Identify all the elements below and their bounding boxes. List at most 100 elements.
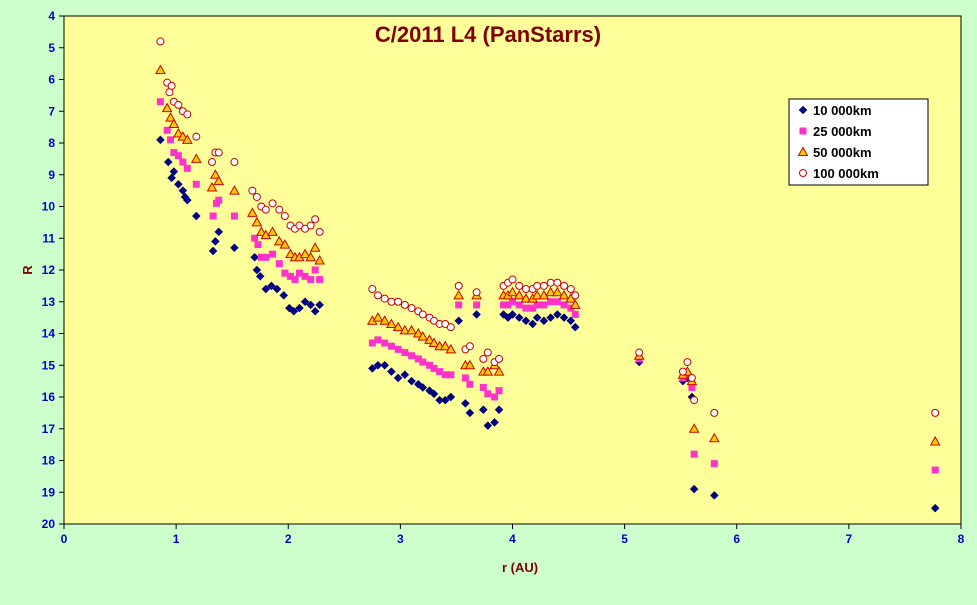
data-point	[454, 281, 463, 290]
data-point	[461, 374, 469, 382]
data-point	[295, 269, 303, 277]
data-point	[500, 301, 508, 309]
data-point	[553, 298, 561, 306]
data-point	[472, 288, 481, 297]
data-point	[417, 331, 429, 341]
data-point	[161, 102, 173, 113]
data-point	[545, 286, 556, 297]
data-point	[267, 281, 276, 291]
data-point	[441, 371, 449, 379]
data-point	[533, 301, 541, 309]
data-point	[254, 241, 262, 249]
data-point	[635, 348, 644, 357]
data-point	[174, 152, 182, 160]
x-tick-label: 2	[285, 532, 292, 546]
data-point	[440, 395, 450, 405]
legend-marker	[797, 146, 809, 156]
legend-marker	[799, 127, 807, 135]
data-point	[464, 359, 476, 370]
data-point	[168, 118, 180, 128]
data-point	[478, 405, 488, 415]
x-axis-title: r (AU)	[502, 560, 538, 575]
y-tick-label: 18	[42, 454, 56, 468]
y-tick-label: 13	[42, 295, 56, 309]
data-point	[479, 383, 487, 391]
data-point	[439, 340, 451, 351]
data-point	[173, 127, 184, 138]
y-tick-label: 20	[42, 517, 56, 531]
data-point	[267, 226, 278, 236]
data-point	[539, 316, 549, 326]
data-point	[566, 316, 576, 326]
y-tick-label: 9	[48, 168, 55, 182]
data-point	[301, 272, 309, 280]
data-point	[461, 398, 470, 408]
data-point	[521, 285, 530, 294]
data-point	[387, 297, 396, 306]
data-point	[368, 285, 377, 294]
data-point	[174, 179, 183, 189]
data-point	[393, 373, 403, 383]
data-point	[479, 354, 488, 363]
data-point	[929, 435, 941, 446]
data-point	[295, 303, 304, 313]
data-point	[690, 396, 699, 405]
data-point	[710, 460, 718, 468]
data-point	[446, 323, 455, 332]
data-point	[466, 380, 474, 388]
data-point	[484, 390, 492, 398]
data-point	[414, 355, 422, 363]
data-point	[208, 158, 217, 167]
y-tick-label: 6	[48, 73, 55, 87]
data-point	[285, 248, 296, 259]
data-point	[429, 389, 439, 399]
data-point	[208, 246, 218, 256]
data-point	[424, 334, 435, 344]
data-point	[255, 226, 267, 236]
x-tick-label: 1	[173, 532, 180, 546]
data-point	[387, 342, 395, 350]
data-point	[300, 297, 310, 307]
series-2	[155, 64, 941, 446]
data-point	[532, 313, 542, 322]
data-point	[211, 237, 220, 246]
x-tick-label: 5	[621, 532, 628, 546]
data-point	[379, 315, 391, 325]
data-point	[931, 408, 940, 417]
data-point	[931, 466, 939, 474]
data-point	[261, 205, 270, 214]
data-point	[174, 100, 183, 109]
data-point	[465, 408, 475, 418]
data-point	[306, 221, 315, 230]
data-point	[553, 278, 562, 287]
data-point	[261, 284, 271, 294]
data-point	[314, 254, 325, 265]
data-point	[250, 252, 259, 262]
data-point	[465, 342, 474, 351]
y-tick-label: 8	[48, 136, 55, 150]
y-tick-label: 11	[42, 231, 55, 245]
data-point	[163, 126, 171, 134]
data-point	[316, 276, 324, 284]
data-point	[394, 297, 403, 306]
data-point	[177, 131, 189, 141]
legend-box	[788, 98, 929, 186]
data-point	[257, 253, 265, 261]
data-point	[551, 286, 563, 297]
data-point	[210, 169, 221, 179]
data-point	[373, 360, 383, 370]
data-point	[930, 503, 940, 513]
y-tick-label: 16	[42, 390, 56, 404]
legend: 10 000km 25 000km 50 000km 100 000km	[788, 98, 929, 186]
data-point	[191, 211, 201, 221]
legend-marker	[799, 169, 807, 177]
data-point	[367, 364, 377, 373]
data-point	[514, 313, 524, 322]
x-tick-label: 8	[958, 532, 965, 546]
data-point	[315, 227, 324, 236]
data-point	[494, 405, 504, 415]
data-point	[299, 248, 311, 259]
data-point	[307, 276, 315, 284]
x-tick-label: 0	[61, 532, 68, 546]
data-point	[546, 278, 555, 287]
